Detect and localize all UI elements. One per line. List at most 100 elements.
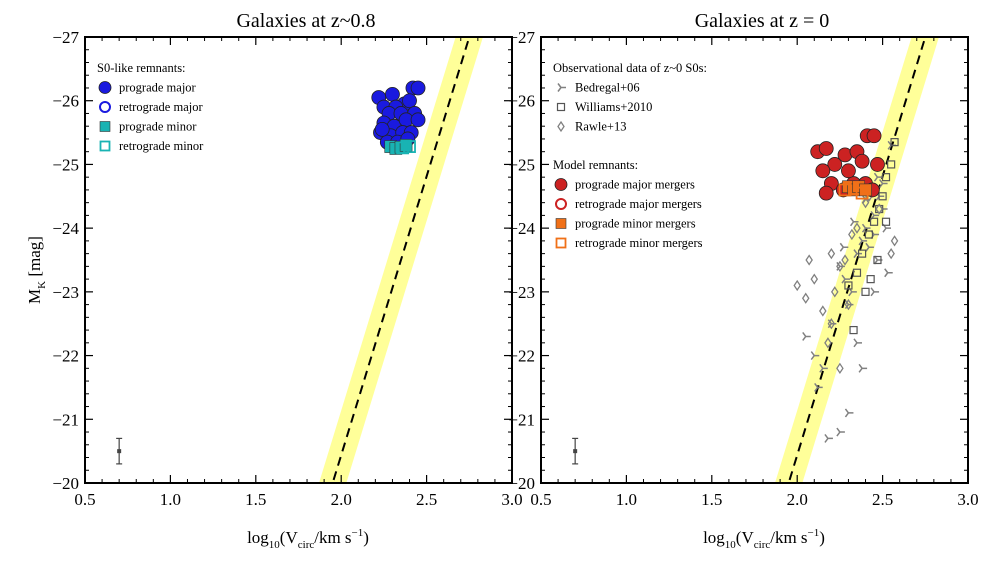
- data-point: [819, 305, 827, 317]
- data-point: [854, 153, 870, 169]
- data-point: [841, 163, 856, 179]
- legend-label: Bedregal+06: [575, 81, 640, 95]
- panel-left: Galaxies at z~0.8 0.5 1.0 1.5 2.0 2.5 3.0 −20 −…: [52, 10, 522, 509]
- plot-frame: [540, 36, 969, 484]
- legend-marker: [99, 101, 111, 113]
- data-point: [402, 93, 417, 109]
- errorbar-point: [117, 449, 122, 454]
- data-point: [385, 86, 400, 102]
- legend-label: retrograde major mergers: [575, 197, 702, 211]
- data-point: [870, 287, 880, 297]
- data-point: [869, 217, 879, 226]
- x-tick-label: 0.5: [530, 490, 551, 509]
- data-point: [861, 223, 871, 233]
- data-point: [844, 281, 853, 290]
- plot-frame: [84, 36, 513, 484]
- data-point: [810, 273, 819, 285]
- y-tick-label: −20: [508, 474, 535, 493]
- data-point: [818, 185, 834, 201]
- y-tick-label: −26: [52, 92, 79, 111]
- data-point: [853, 222, 861, 234]
- data-point: [859, 183, 872, 197]
- legend-marker: [557, 83, 566, 92]
- data-point: [810, 351, 820, 361]
- legend-label: retrograde major: [119, 100, 203, 114]
- data-point: [853, 249, 862, 259]
- y-tick-label: −22: [508, 347, 535, 366]
- y-tick-label: −22: [52, 347, 79, 366]
- data-point: [841, 274, 851, 284]
- data-point: [818, 141, 834, 156]
- legend: Observational data of z~0 S0s: Bedregal+0…: [553, 61, 707, 250]
- legend-label: retrograde minor: [119, 139, 204, 153]
- legend-label: retrograde minor mergers: [575, 236, 703, 250]
- data-point: [878, 192, 887, 201]
- legend-marker: [555, 198, 567, 210]
- x-tick-label: 1.5: [245, 490, 266, 509]
- y-axis-label: MK [mag]: [25, 236, 48, 304]
- legend-label: prograde minor: [119, 120, 197, 134]
- data-point: [881, 217, 891, 226]
- data-point: [396, 141, 410, 155]
- data-point: [841, 254, 849, 266]
- data-point: [824, 337, 832, 349]
- data-point: [855, 186, 869, 200]
- data-point: [848, 228, 856, 241]
- data-point: [403, 140, 416, 153]
- data-point: [827, 247, 836, 260]
- y-tick-label: −23: [508, 283, 535, 302]
- data-point: [858, 363, 868, 373]
- legend-marker: [556, 102, 566, 112]
- x-tick-label: 2.0: [331, 490, 352, 509]
- data-point: [853, 338, 862, 348]
- data-point: [870, 157, 885, 172]
- x-tick-label: 0.5: [74, 490, 95, 509]
- y-tick-label: −27: [508, 28, 535, 47]
- data-point: [890, 235, 899, 247]
- data-point: [864, 230, 874, 239]
- data-point: [844, 298, 853, 311]
- x-tick-label: 2.5: [872, 490, 893, 509]
- legend-label: Williams+2010: [575, 100, 652, 114]
- x-tick-label: 2.0: [787, 490, 808, 509]
- data-point: [852, 268, 862, 277]
- legend-marker: [554, 178, 568, 191]
- data-point: [884, 268, 893, 278]
- panel-right-title: Galaxies at z = 0: [695, 10, 830, 32]
- data-point: [801, 292, 810, 304]
- data-point: [866, 128, 882, 144]
- legend: S0-like remnants: prograde major retrograd…: [97, 61, 204, 153]
- data-point: [858, 249, 867, 258]
- data-point: [410, 112, 426, 128]
- data-point: [849, 217, 859, 227]
- x-axis-label-left: log10(Vcirc/km s−1): [247, 527, 369, 551]
- data-point: [866, 275, 875, 284]
- data-point: [838, 183, 852, 197]
- y-tick-label: −26: [508, 92, 535, 111]
- x-tick-label: 3.0: [957, 490, 978, 509]
- data-point: [844, 408, 854, 418]
- data-point: [873, 172, 883, 182]
- data-point: [819, 363, 828, 373]
- x-tick-label: 3.0: [501, 490, 522, 509]
- data-point: [849, 325, 858, 335]
- y-tick-label: −20: [52, 474, 79, 493]
- y-tick-label: −23: [52, 283, 79, 302]
- legend-title: Observational data of z~0 S0s:: [553, 61, 707, 75]
- panel-left-title: Galaxies at z~0.8: [236, 10, 375, 32]
- data-point: [802, 332, 811, 341]
- legend-title: Model remnants:: [553, 158, 638, 172]
- data-point: [836, 362, 844, 374]
- data-point: [374, 121, 390, 137]
- legend-marker: [99, 121, 111, 132]
- x-axis-label-right: log10(Vcirc/km s−1): [703, 527, 825, 551]
- legend-marker: [557, 120, 565, 133]
- x-tick-label: 2.5: [416, 490, 437, 509]
- x-tick-label: 1.0: [616, 490, 637, 509]
- y-tick-label: −25: [508, 155, 535, 174]
- legend-title: S0-like remnants:: [97, 61, 186, 75]
- data-point: [836, 427, 845, 437]
- legend-marker: [98, 81, 112, 94]
- data-point: [873, 255, 882, 265]
